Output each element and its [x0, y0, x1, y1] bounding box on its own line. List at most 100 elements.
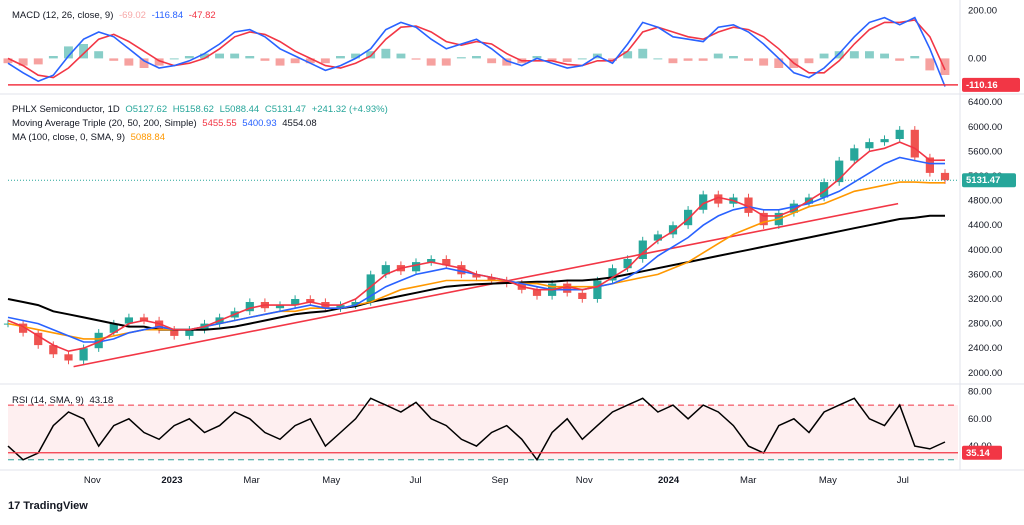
price-candle-body — [487, 277, 496, 281]
rsi-line — [7, 397, 946, 462]
rsi-last-label-bg — [962, 445, 1002, 460]
macd-histogram-bar — [184, 56, 194, 59]
price-candle-body — [578, 292, 587, 299]
macd-histogram-bar — [925, 58, 935, 71]
rsi-band-fill — [8, 405, 958, 460]
macd-histogram-bar — [819, 53, 829, 59]
ohlc-low: L5088.44 — [219, 104, 260, 115]
macd-histogram-bar — [849, 51, 859, 59]
price-candle-body — [412, 262, 421, 272]
price-candle-body — [381, 265, 390, 275]
price-candle-body — [925, 157, 934, 173]
macd-legend-name: MACD (12, 26, close, 9) — [12, 10, 114, 21]
macd-line-value: -116.84 — [151, 10, 184, 21]
price-legend: PHLX Semiconductor, 1D O5127.62 H5158.62… — [12, 104, 391, 115]
time-axis-tick: Mar — [740, 475, 756, 486]
macd-histogram-bar — [48, 56, 58, 59]
macd-histogram-bar — [441, 58, 451, 66]
ohlc-high: H5158.62 — [172, 104, 214, 115]
macd-histogram-bar — [396, 53, 406, 59]
price-ytick: 2000.00 — [968, 368, 1002, 379]
price-ytick: 4000.00 — [968, 245, 1002, 256]
macd-histogram-bar — [668, 58, 678, 64]
price-candle-body — [850, 148, 859, 161]
macd-histogram-bar — [623, 51, 633, 59]
price-candle-body — [64, 354, 73, 361]
macd-histogram-bar — [895, 58, 905, 61]
price-candle-body — [910, 129, 919, 158]
time-axis-tick: Jul — [410, 475, 422, 486]
tradingview-logo[interactable]: 17 TradingView — [8, 500, 88, 512]
macd-histogram-bar — [109, 58, 119, 61]
price-candle-body — [714, 194, 723, 204]
ma-triple-name: Moving Average Triple (20, 50, 200, Simp… — [12, 118, 197, 129]
tradingview-logo-icon: 17 — [8, 500, 21, 512]
price-candle-body — [442, 259, 451, 266]
price-candle-body — [699, 194, 708, 210]
last-price-label: 5131.47 — [966, 175, 1000, 186]
macd-histogram-bar — [411, 58, 421, 60]
macd-histogram-bar — [200, 53, 209, 59]
price-candle-body — [820, 182, 829, 198]
macd-histogram-bar — [275, 58, 285, 66]
price-ytick: 4400.00 — [968, 220, 1002, 231]
symbol-name: PHLX Semiconductor, 1D — [12, 104, 120, 115]
macd-histogram-bar — [698, 58, 708, 61]
macd-histogram-bar — [880, 53, 889, 59]
time-axis-tick: May — [819, 475, 837, 486]
macd-histogram-bar — [426, 58, 436, 66]
macd-histogram-bar — [381, 48, 391, 59]
macd-histogram-bar — [351, 53, 360, 59]
macd-histogram-bar — [320, 58, 330, 64]
price-ytick: 4800.00 — [968, 196, 1002, 207]
macd-histogram-bar — [124, 58, 134, 66]
price-candle-body — [170, 329, 179, 336]
price-candle-body — [865, 142, 874, 149]
price-candle-body — [457, 265, 466, 275]
price-candle-body — [880, 139, 889, 143]
ma100-name: MA (100, close, 0, SMA, 9) — [12, 132, 125, 143]
macd-histogram-bar — [290, 58, 300, 64]
price-ytick: 6400.00 — [968, 97, 1002, 108]
price-candle-body — [638, 240, 647, 259]
price-candle-body — [608, 268, 617, 281]
macd-histogram-bar — [472, 56, 481, 59]
price-candle-body — [744, 197, 753, 213]
macd-last-label-bg — [962, 77, 1020, 92]
rsi-legend-name: RSI (14, SMA, 9) — [12, 395, 84, 406]
ma100-line — [7, 181, 945, 340]
price-candle-body — [684, 209, 693, 226]
ma100-legend: MA (100, close, 0, SMA, 9) 5088.84 — [12, 132, 168, 143]
price-ytick: 6000.00 — [968, 122, 1002, 133]
macd-histogram-bar — [305, 58, 315, 64]
price-candle-body — [835, 160, 844, 183]
price-candle-body — [472, 274, 481, 278]
price-candle-body — [351, 302, 360, 306]
price-candle-body — [109, 323, 118, 333]
macd-line — [7, 16, 946, 87]
time-axis-tick: Mar — [243, 475, 259, 486]
price-ytick: 2800.00 — [968, 319, 1002, 330]
macd-last-label: -110.16 — [966, 80, 998, 91]
macd-histogram-bar — [577, 58, 587, 60]
rsi-ytick: 60.00 — [968, 414, 992, 425]
macd-histogram-bar — [18, 58, 28, 66]
macd-ytick: 200.00 — [968, 5, 997, 16]
macd-histogram-bar — [336, 56, 345, 59]
price-trendline — [73, 202, 899, 368]
price-candle-body — [291, 299, 300, 306]
macd-histogram-bar — [33, 58, 43, 65]
macd-histogram-bar — [834, 51, 844, 59]
macd-histogram-bar — [547, 58, 557, 61]
macd-histogram-bar — [532, 56, 542, 59]
macd-histogram-bar — [79, 44, 88, 59]
macd-histogram-bar — [653, 58, 663, 60]
ohlc-change: +241.32 (+4.93%) — [311, 104, 388, 115]
macd-histogram-bar — [562, 58, 572, 62]
time-axis-tick: Sep — [491, 475, 508, 486]
macd-histogram-bar — [94, 51, 104, 59]
price-candle-body — [185, 329, 194, 336]
last-price-label-bg — [962, 173, 1016, 188]
macd-histogram-bar — [3, 58, 13, 64]
